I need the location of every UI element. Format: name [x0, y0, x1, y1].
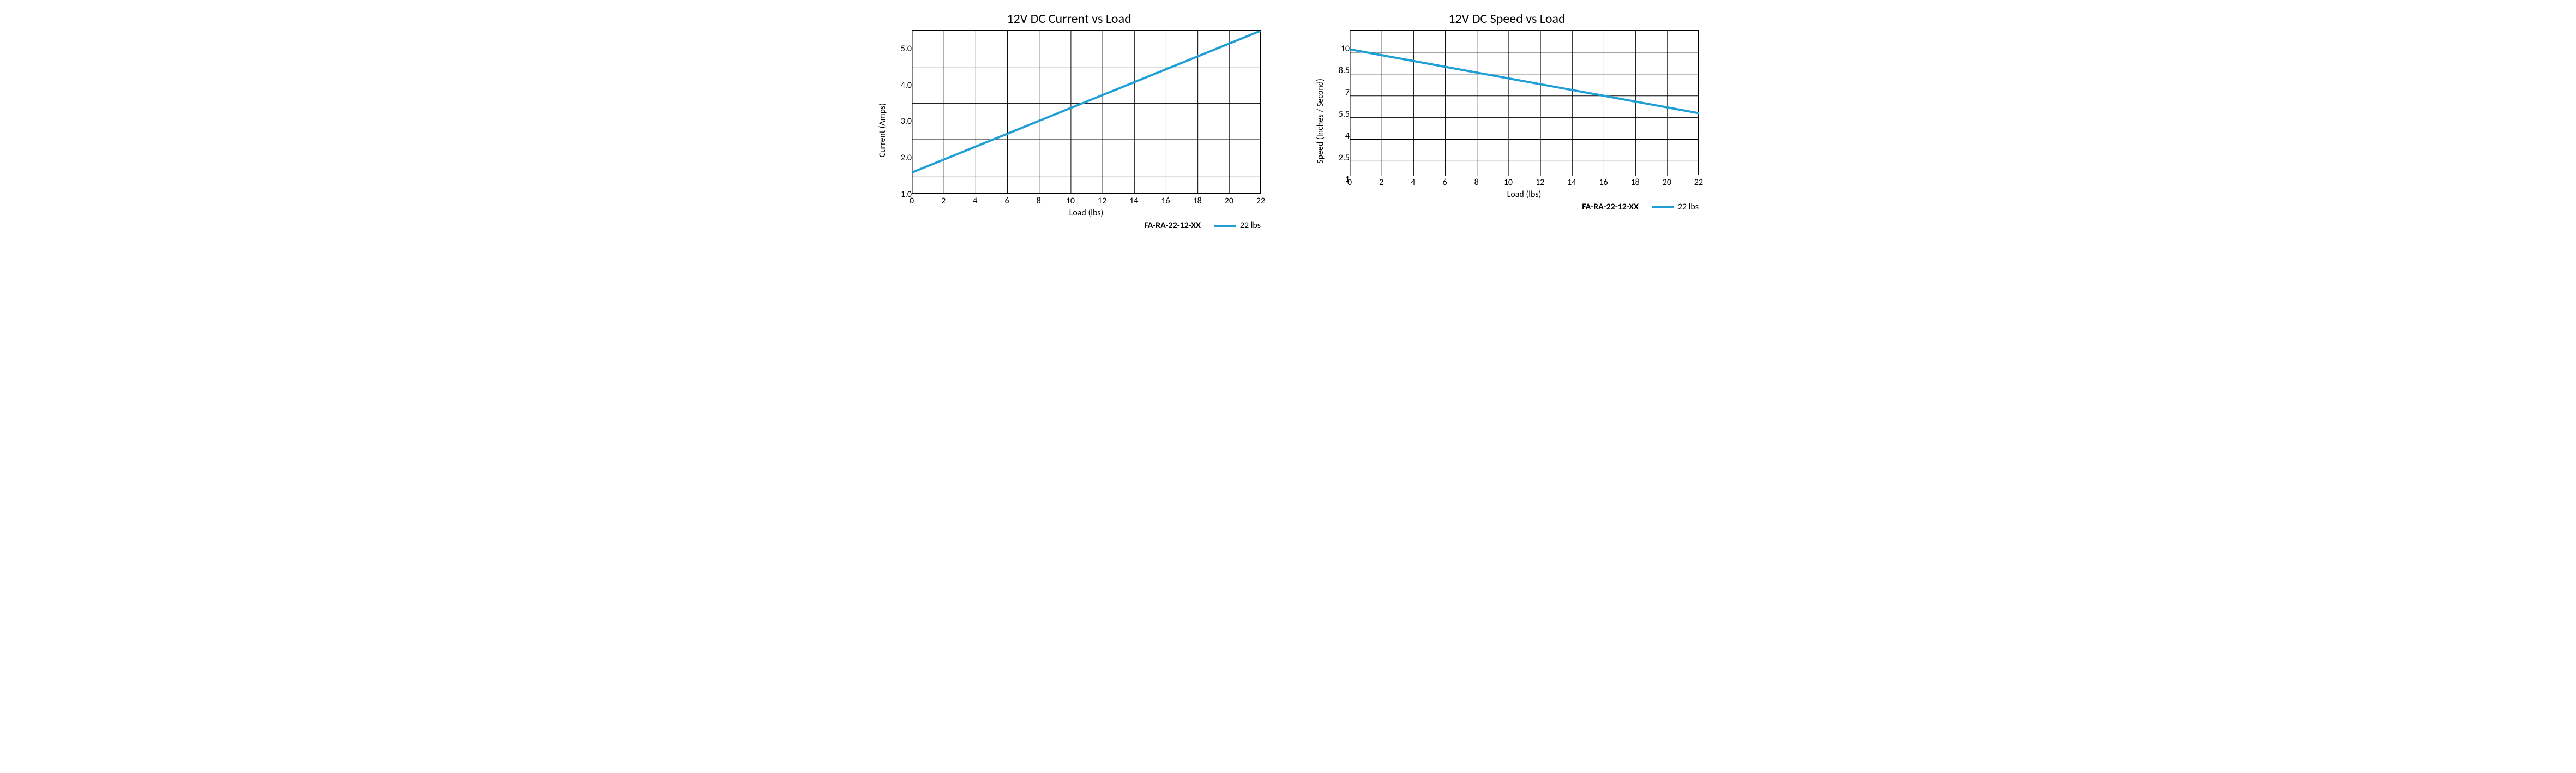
x-tick: 4 [973, 196, 977, 206]
y-tick: 8.5 [1339, 65, 1350, 76]
plot-area [912, 30, 1261, 194]
x-tick: 2 [941, 196, 946, 206]
x-tick: 16 [1599, 177, 1608, 188]
x-tick: 12 [1098, 196, 1106, 206]
x-tick: 18 [1193, 196, 1202, 206]
x-axis-label: Load (lbs) [912, 208, 1261, 218]
x-tick: 0 [1347, 177, 1352, 188]
chart-body: Current (Amps) 1.02.03.04.05.0 024681012… [877, 30, 1261, 231]
plot-column: 0246810121416182022 Load (lbs) FA-RA-22-… [912, 30, 1261, 231]
legend: FA-RA-22-12-XX 22 lbs [1350, 202, 1699, 212]
data-line [1350, 50, 1699, 113]
plot-svg [1350, 31, 1699, 176]
x-tick: 14 [1129, 196, 1138, 206]
x-tick: 10 [1066, 196, 1075, 206]
x-tick: 0 [910, 196, 914, 206]
x-tick: 16 [1161, 196, 1170, 206]
y-tick: 5.5 [1339, 109, 1350, 119]
y-tick: 4 [1345, 131, 1350, 141]
legend-model: FA-RA-22-12-XX [1582, 202, 1639, 212]
x-tick: 12 [1536, 177, 1544, 188]
y-tick: 4.0 [901, 80, 912, 91]
y-axis-label: Current (Amps) [877, 103, 888, 157]
y-tick: 2.5 [1339, 153, 1350, 163]
x-tick: 22 [1256, 196, 1265, 206]
y-tick: 7 [1345, 87, 1350, 98]
x-tick: 2 [1379, 177, 1383, 188]
legend-series-label: 22 lbs [1240, 220, 1261, 231]
y-tick: 10 [1341, 44, 1350, 54]
x-tick: 20 [1225, 196, 1233, 206]
chart-body: Speed (Inches / Second) 12.545.578.510 0… [1315, 30, 1699, 212]
speed-vs-load-chart: 12V DC Speed vs Load Speed (Inches / Sec… [1315, 11, 1699, 212]
data-line [912, 31, 1261, 172]
x-tick: 14 [1567, 177, 1576, 188]
plot-column: 0246810121416182022 Load (lbs) FA-RA-22-… [1350, 30, 1699, 212]
y-tick: 5.0 [901, 44, 912, 54]
chart-title: 12V DC Speed vs Load [1448, 11, 1565, 27]
x-tick: 6 [1442, 177, 1447, 188]
y-tick: 3.0 [901, 116, 912, 127]
x-tick: 22 [1694, 177, 1703, 188]
x-tick: 18 [1631, 177, 1640, 188]
x-tick: 10 [1504, 177, 1513, 188]
x-tick: 6 [1004, 196, 1009, 206]
y-ticks: 12.545.578.510 [1330, 49, 1350, 194]
x-ticks: 0246810121416182022 [1350, 175, 1699, 186]
y-axis-label: Speed (Inches / Second) [1315, 79, 1326, 164]
x-tick: 8 [1037, 196, 1041, 206]
legend-swatch-line [1214, 225, 1236, 227]
x-tick: 8 [1474, 177, 1479, 188]
x-ticks: 0246810121416182022 [912, 194, 1261, 205]
plot-area [1350, 30, 1699, 175]
legend-series: 22 lbs [1652, 202, 1699, 212]
x-tick: 20 [1663, 177, 1671, 188]
x-tick: 4 [1411, 177, 1415, 188]
plot-svg [912, 31, 1261, 194]
y-tick: 2.0 [901, 153, 912, 163]
legend-series: 22 lbs [1214, 220, 1261, 231]
current-vs-load-chart: 12V DC Current vs Load Current (Amps) 1.… [877, 11, 1261, 231]
legend: FA-RA-22-12-XX 22 lbs [912, 220, 1261, 231]
x-axis-label: Load (lbs) [1350, 189, 1699, 200]
legend-model: FA-RA-22-12-XX [1144, 220, 1201, 231]
legend-series-label: 22 lbs [1678, 202, 1699, 212]
chart-title: 12V DC Current vs Load [1007, 11, 1131, 27]
y-ticks: 1.02.03.04.05.0 [892, 49, 912, 212]
legend-swatch-line [1652, 206, 1674, 208]
